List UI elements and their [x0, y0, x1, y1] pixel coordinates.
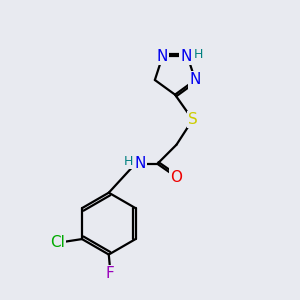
Text: N: N — [157, 49, 168, 64]
Text: O: O — [170, 169, 182, 184]
Text: N: N — [135, 156, 146, 171]
Text: H: H — [124, 155, 134, 168]
Text: S: S — [188, 112, 198, 127]
Text: F: F — [106, 266, 115, 281]
Text: N: N — [180, 49, 192, 64]
Text: H: H — [194, 48, 203, 61]
Text: N: N — [190, 73, 201, 88]
Text: Cl: Cl — [50, 235, 65, 250]
